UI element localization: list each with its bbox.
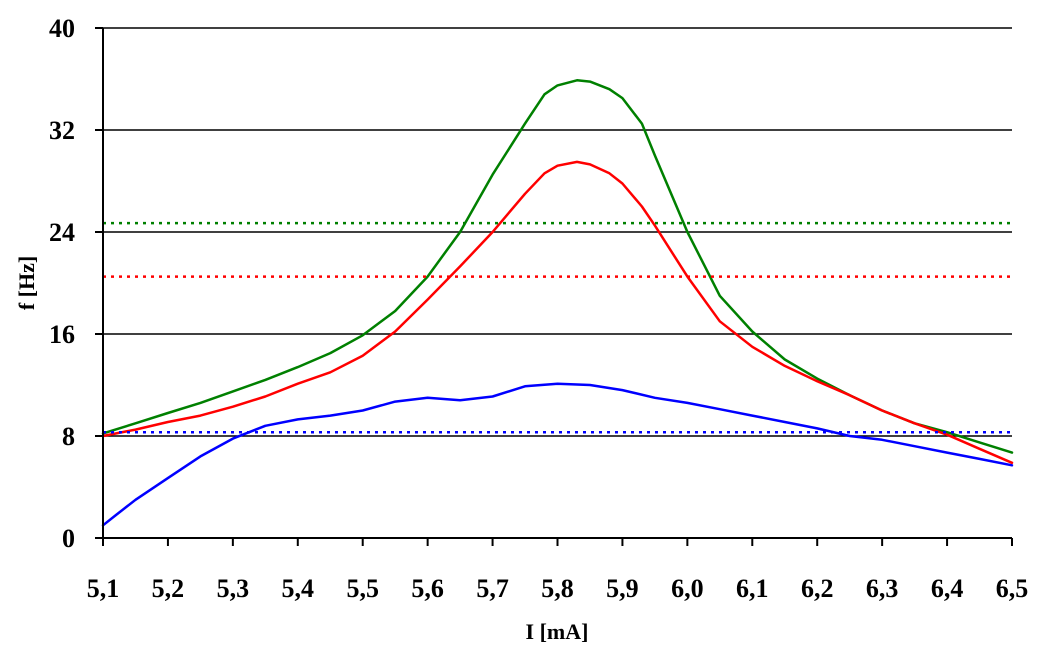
x-tick-label: 6,0 bbox=[671, 574, 704, 603]
series-line-1 bbox=[101, 160, 1014, 465]
y-tick-label: 8 bbox=[62, 422, 75, 451]
y-tick-label: 40 bbox=[49, 14, 75, 43]
tick-labels: 0 8 16 24 32 40 5,1 5,2 5,3 5,4 5,5 5,6 5,7 5,8 5,9 6,0… bbox=[49, 14, 1028, 603]
y-tick-label: 32 bbox=[49, 116, 75, 145]
x-tick-label: 5,7 bbox=[476, 574, 509, 603]
x-tick-label: 5,3 bbox=[217, 574, 250, 603]
gridlines bbox=[103, 27, 1012, 437]
x-tick-label: 5,2 bbox=[152, 574, 185, 603]
series-line-0 bbox=[101, 79, 1014, 454]
x-tick-label: 5,4 bbox=[282, 574, 315, 603]
x-tick-label: 5,1 bbox=[87, 574, 120, 603]
x-tick-label: 5,5 bbox=[346, 574, 379, 603]
x-tick-label: 5,9 bbox=[606, 574, 639, 603]
y-tick-label: 0 bbox=[62, 524, 75, 553]
y-axis-label: f [Hz] bbox=[14, 256, 39, 310]
x-tick-label: 6,3 bbox=[866, 574, 899, 603]
y-tick-label: 24 bbox=[49, 218, 75, 247]
series-lines bbox=[101, 79, 1014, 527]
x-axis-label: I [mA] bbox=[526, 619, 589, 644]
x-tick-label: 5,8 bbox=[541, 574, 574, 603]
x-tick-label: 6,4 bbox=[931, 574, 964, 603]
x-tick-label: 6,1 bbox=[736, 574, 769, 603]
y-tick-label: 16 bbox=[49, 320, 75, 349]
axes bbox=[95, 27, 1013, 546]
x-tick-label: 6,2 bbox=[801, 574, 834, 603]
series-line-2 bbox=[101, 382, 1014, 527]
x-tick-label: 5,6 bbox=[411, 574, 444, 603]
x-tick-label: 6,5 bbox=[996, 574, 1029, 603]
